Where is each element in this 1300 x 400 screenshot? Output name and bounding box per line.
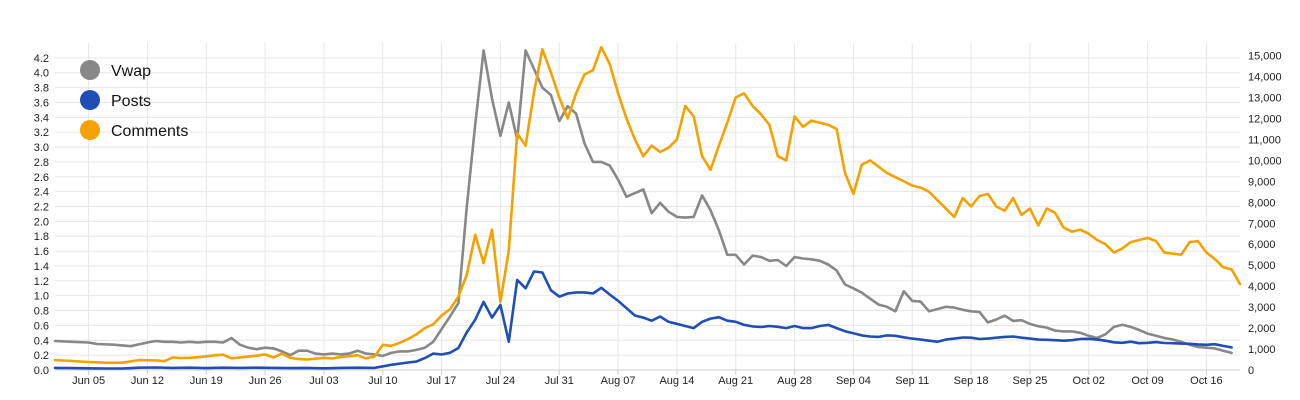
legend: Vwap Posts Comments bbox=[80, 60, 188, 140]
x-tick-label: Jul 24 bbox=[486, 375, 515, 387]
y-right-tick-label: 5,000 bbox=[1248, 260, 1276, 272]
y-right-tick-label: 1,000 bbox=[1248, 344, 1276, 356]
y-left-tick-label: 1.0 bbox=[34, 291, 49, 303]
x-tick-label: Sep 04 bbox=[836, 375, 871, 387]
y-left-tick-label: 2.4 bbox=[34, 187, 49, 199]
y-right-tick-label: 13,000 bbox=[1248, 93, 1282, 105]
x-tick-label: Sep 25 bbox=[1012, 375, 1047, 387]
y-left-tick-label: 3.0 bbox=[34, 142, 49, 154]
x-tick-label: Oct 09 bbox=[1131, 375, 1163, 387]
x-tick-label: Jun 19 bbox=[190, 375, 223, 387]
y-right-tick-label: 12,000 bbox=[1248, 113, 1282, 125]
y-left-tick-label: 0.6 bbox=[34, 320, 49, 332]
x-tick-label: Jul 10 bbox=[368, 375, 397, 387]
x-tick-label: Aug 14 bbox=[659, 375, 694, 387]
series-lines bbox=[53, 45, 1242, 370]
y-left-tick-label: 4.2 bbox=[34, 53, 49, 65]
y-left-tick-label: 2.2 bbox=[34, 202, 49, 214]
x-tick-label: Jul 03 bbox=[309, 375, 338, 387]
y-right-tick-label: 14,000 bbox=[1248, 72, 1282, 84]
series-line-comments bbox=[53, 45, 1242, 364]
y-right-tick-label: 15,000 bbox=[1248, 51, 1282, 63]
y-right-tick-label: 2,000 bbox=[1248, 323, 1276, 335]
axes: 0.0 0.2 0.4 0.6 0.8 1.0 1.2 1.4 1.6 1.8 2.0 2.2 2.4 2… bbox=[34, 51, 1282, 387]
y-left-tick-label: 1.8 bbox=[34, 231, 49, 243]
legend-label-posts: Posts bbox=[111, 93, 151, 110]
legend-marker-posts bbox=[80, 90, 100, 110]
legend-label-vwap: Vwap bbox=[111, 63, 151, 80]
x-tick-label: Aug 07 bbox=[601, 375, 636, 387]
y-right-tick-label: 7,000 bbox=[1248, 218, 1276, 230]
y-left-tick-label: 3.6 bbox=[34, 97, 49, 109]
y-left-tick-label: 0.8 bbox=[34, 306, 49, 318]
x-tick-label: Oct 16 bbox=[1190, 375, 1222, 387]
y-left-tick-label: 3.4 bbox=[34, 112, 49, 124]
x-tick-label: Jun 26 bbox=[249, 375, 282, 387]
y-left-tick-label: 3.2 bbox=[34, 127, 49, 139]
x-tick-label: Aug 21 bbox=[718, 375, 753, 387]
y-right-tick-label: 3,000 bbox=[1248, 302, 1276, 314]
grid bbox=[55, 43, 1240, 371]
x-tick-label: Jul 17 bbox=[427, 375, 456, 387]
y-left-tick-label: 0.4 bbox=[34, 335, 49, 347]
legend-marker-comments bbox=[80, 120, 100, 140]
y-right-tick-label: 11,000 bbox=[1248, 134, 1281, 146]
x-tick-label: Jul 31 bbox=[545, 375, 574, 387]
y-right-tick-label: 4,000 bbox=[1248, 281, 1276, 293]
y-right-tick-label: 0 bbox=[1248, 365, 1254, 377]
y-left-tick-label: 2.8 bbox=[34, 157, 49, 169]
x-tick-label: Sep 11 bbox=[895, 375, 929, 387]
y-left-tick-label: 3.8 bbox=[34, 83, 49, 95]
y-right-tick-label: 10,000 bbox=[1248, 155, 1282, 167]
y-left-tick-label: 2.6 bbox=[34, 172, 49, 184]
x-tick-label: Jun 05 bbox=[72, 375, 105, 387]
legend-marker-vwap bbox=[80, 60, 100, 80]
x-tick-label: Sep 18 bbox=[954, 375, 989, 387]
y-right-tick-label: 8,000 bbox=[1248, 197, 1276, 209]
y-right-tick-label: 6,000 bbox=[1248, 239, 1276, 251]
x-tick-label: Jun 12 bbox=[131, 375, 164, 387]
x-tick-label: Aug 28 bbox=[777, 375, 812, 387]
x-tick-label: Oct 02 bbox=[1073, 375, 1105, 387]
series-line-vwap bbox=[53, 49, 1233, 358]
legend-label-comments: Comments bbox=[111, 123, 188, 140]
y-left-tick-label: 4.0 bbox=[34, 68, 49, 80]
y-left-tick-label: 1.6 bbox=[34, 246, 49, 258]
y-left-tick-label: 1.2 bbox=[34, 276, 49, 288]
y-left-tick-label: 0.0 bbox=[34, 365, 49, 377]
y-right-tick-label: 9,000 bbox=[1248, 176, 1276, 188]
series-line-posts bbox=[53, 270, 1233, 370]
y-left-tick-label: 0.2 bbox=[34, 350, 49, 362]
y-left-tick-label: 2.0 bbox=[34, 216, 49, 228]
y-left-tick-label: 1.4 bbox=[34, 261, 49, 273]
